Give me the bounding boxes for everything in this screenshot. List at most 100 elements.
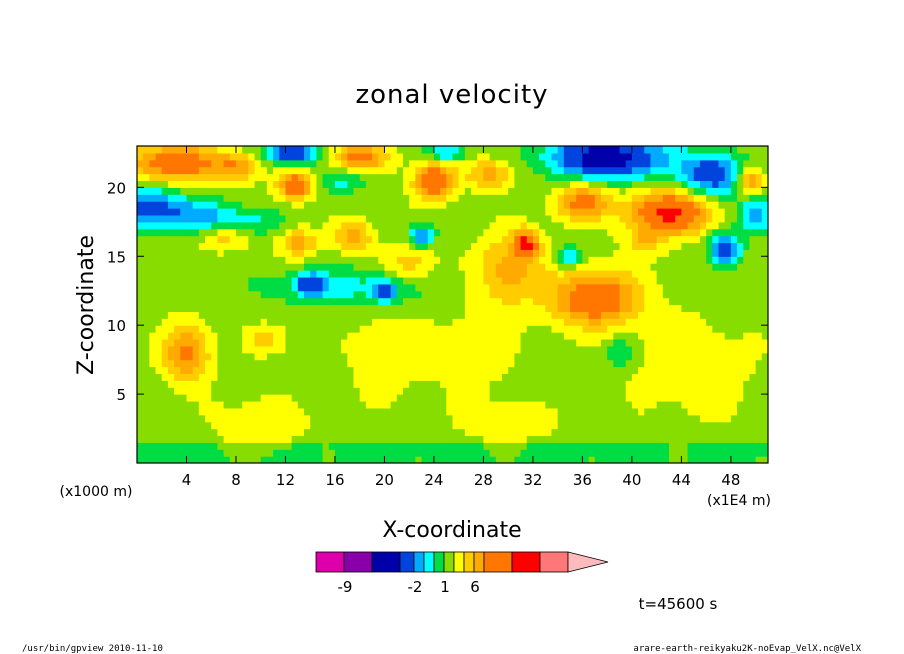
field-cell	[650, 221, 658, 230]
field-cell	[186, 270, 194, 278]
field-cell	[409, 180, 416, 188]
field-cell	[334, 214, 342, 223]
field-cell	[254, 380, 262, 388]
field-cell	[378, 214, 386, 223]
field-cell	[322, 345, 330, 354]
field-cell	[755, 152, 763, 161]
field-cell	[285, 338, 293, 347]
field-cell	[192, 187, 200, 195]
field-cell	[625, 297, 633, 306]
field-cell	[749, 221, 757, 230]
field-cell	[205, 290, 212, 299]
field-cell	[483, 187, 491, 195]
field-cell	[180, 180, 188, 188]
field-cell	[396, 400, 404, 409]
field-cell	[427, 235, 435, 244]
field-cell	[464, 166, 472, 175]
field-cell	[353, 400, 361, 409]
field-cell	[433, 283, 441, 292]
field-cell	[464, 414, 472, 423]
field-cell	[198, 166, 206, 175]
field-cell	[341, 407, 348, 416]
field-cell	[588, 297, 596, 306]
field-cell	[359, 235, 367, 244]
field-cell	[334, 449, 342, 457]
field-cell	[675, 325, 682, 333]
field-cell	[155, 407, 163, 416]
field-cell	[539, 304, 546, 312]
field-cell	[211, 290, 219, 299]
field-cell	[576, 235, 584, 244]
field-cell	[161, 318, 169, 326]
field-cell	[557, 208, 565, 216]
field-cell	[297, 380, 305, 388]
field-cell	[755, 318, 763, 326]
field-cell	[248, 221, 256, 230]
field-cell	[359, 311, 367, 319]
field-cell	[730, 201, 738, 209]
field-cell	[396, 214, 404, 223]
field-cell	[137, 159, 144, 168]
field-cell	[217, 166, 225, 175]
field-cell	[712, 242, 720, 250]
field-cell	[532, 338, 540, 347]
field-cell	[520, 297, 528, 306]
field-cell	[644, 338, 652, 347]
field-cell	[347, 187, 355, 195]
field-cell	[464, 221, 472, 230]
field-cell	[693, 428, 701, 437]
field-cell	[347, 263, 355, 271]
field-cell	[563, 242, 571, 250]
field-cell	[155, 394, 163, 402]
field-cell	[273, 338, 280, 347]
field-cell	[359, 263, 367, 271]
field-cell	[625, 359, 633, 368]
field-cell	[137, 180, 144, 188]
field-cell	[594, 400, 602, 409]
field-cell	[570, 304, 577, 312]
field-cell	[347, 449, 355, 457]
field-cell	[440, 338, 447, 347]
field-cell	[594, 435, 602, 443]
field-cell	[712, 297, 720, 306]
field-cell	[217, 256, 225, 264]
field-cell	[347, 173, 355, 182]
field-cell	[551, 407, 559, 416]
field-cell	[235, 442, 243, 450]
field-cell	[761, 173, 768, 182]
field-cell	[403, 221, 410, 230]
field-cell	[638, 318, 645, 326]
field-cell	[619, 276, 627, 285]
field-cell	[378, 201, 386, 209]
field-cell	[532, 208, 540, 216]
field-cell	[440, 180, 447, 188]
field-cell	[310, 242, 318, 250]
field-cell	[644, 311, 652, 319]
field-cell	[724, 214, 732, 223]
field-cell	[149, 249, 157, 257]
field-cell	[749, 345, 757, 354]
field-cell	[539, 283, 546, 292]
field-cell	[650, 256, 658, 264]
field-cell	[198, 400, 206, 409]
field-cell	[421, 311, 429, 319]
field-cell	[421, 414, 429, 423]
field-cell	[266, 449, 274, 457]
field-cell	[390, 276, 398, 285]
field-cell	[749, 166, 757, 175]
field-cell	[650, 146, 658, 154]
field-cell	[755, 173, 763, 182]
field-cell	[761, 332, 768, 340]
field-cell	[242, 414, 249, 423]
field-cell	[718, 152, 726, 161]
field-cell	[551, 442, 559, 450]
field-cell	[186, 407, 194, 416]
field-cell	[712, 270, 720, 278]
field-cell	[285, 228, 293, 237]
field-cell	[446, 180, 454, 188]
field-cell	[576, 159, 584, 168]
field-cell	[322, 242, 330, 250]
field-cell	[229, 235, 237, 244]
field-cell	[427, 345, 435, 354]
field-cell	[737, 442, 744, 450]
